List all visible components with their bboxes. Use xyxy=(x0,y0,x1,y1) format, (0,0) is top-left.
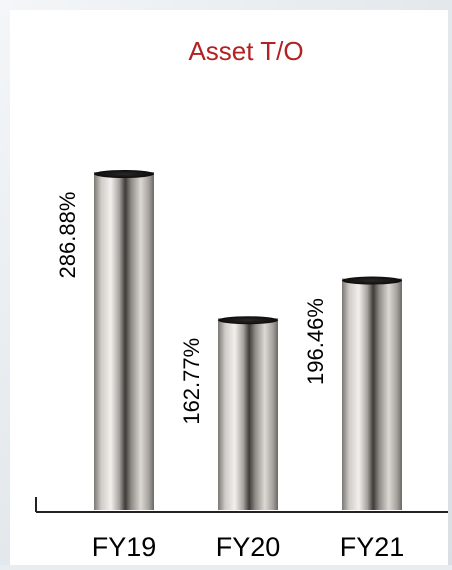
bar-fy19 xyxy=(94,172,154,510)
x-tick-label: FY20 xyxy=(216,532,281,562)
bar-value-label: 286.88% xyxy=(55,192,80,279)
bars-group: 286.88% 162.77% 196.46% xyxy=(55,170,402,510)
bar-value-label: 196.46% xyxy=(303,298,328,385)
bar-cap xyxy=(94,170,154,178)
chart-title: Asset T/O xyxy=(188,36,303,66)
x-tick-label: FY21 xyxy=(340,532,405,562)
bar-fy21 xyxy=(342,278,402,510)
bar-cap xyxy=(342,276,402,285)
bar-value-label: 162.77% xyxy=(179,338,204,425)
bar-cap xyxy=(218,316,278,325)
bar-fy20 xyxy=(218,318,278,510)
x-tick-labels: FY19 FY20 FY21 xyxy=(92,532,405,562)
x-tick-label: FY19 xyxy=(92,532,157,562)
